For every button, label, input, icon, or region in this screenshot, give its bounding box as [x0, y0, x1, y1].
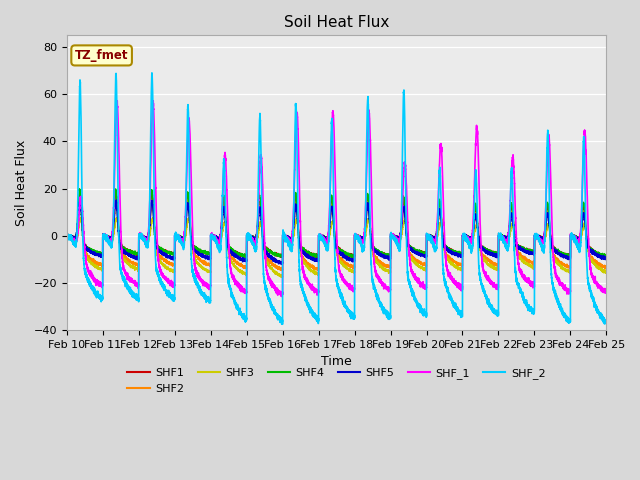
SHF5	[602, 256, 610, 262]
SHF_1	[149, 98, 157, 104]
SHF2	[602, 265, 610, 271]
SHF3	[473, 223, 481, 229]
SHF_2	[246, 237, 254, 243]
SHF4	[246, 233, 254, 239]
SHF1	[573, 235, 581, 240]
SHF_2	[319, 235, 326, 241]
SHF2	[246, 234, 254, 240]
SHF_1	[319, 236, 326, 241]
Line: SHF3: SHF3	[67, 217, 606, 277]
SHF4	[573, 235, 581, 240]
SHF_1	[580, 138, 588, 144]
SHF2	[473, 213, 481, 218]
SHF1	[580, 203, 588, 208]
SHF4	[350, 255, 358, 261]
Legend: SHF1, SHF2, SHF3, SHF4, SHF5, SHF_1, SHF_2: SHF1, SHF2, SHF3, SHF4, SHF5, SHF_1, SHF…	[123, 364, 550, 398]
SHF_2	[602, 320, 610, 325]
SHF4	[602, 254, 610, 260]
Line: SHF1: SHF1	[67, 192, 606, 258]
SHF4	[473, 211, 481, 217]
X-axis label: Time: Time	[321, 355, 352, 369]
SHF5	[580, 211, 588, 216]
SHF1	[148, 190, 156, 195]
SHF5	[112, 197, 120, 203]
SHF2	[63, 234, 70, 240]
SHF_1	[602, 288, 610, 294]
SHF2	[458, 262, 465, 268]
Title: Soil Heat Flux: Soil Heat Flux	[284, 15, 389, 30]
SHF_1	[473, 122, 481, 128]
Line: SHF5: SHF5	[67, 200, 606, 264]
SHF1	[602, 253, 610, 259]
SHF3	[148, 215, 156, 220]
SHF5	[278, 261, 285, 267]
SHF5	[63, 234, 70, 240]
SHF3	[319, 235, 326, 240]
SHF2	[319, 234, 326, 240]
SHF_1	[458, 288, 465, 294]
SHF5	[473, 215, 481, 220]
SHF_2	[63, 233, 70, 239]
SHF_2	[580, 137, 588, 143]
SHF2	[573, 236, 581, 241]
SHF4	[318, 234, 326, 240]
SHF1	[63, 234, 70, 240]
SHF3	[580, 221, 588, 227]
SHF3	[458, 266, 465, 272]
SHF4	[458, 252, 465, 258]
SHF_1	[278, 294, 285, 300]
SHF_1	[573, 239, 581, 245]
SHF2	[278, 268, 286, 274]
SHF3	[278, 275, 286, 280]
SHF3	[246, 234, 254, 240]
SHF4	[580, 201, 588, 207]
SHF_2	[573, 243, 581, 249]
SHF1	[246, 233, 254, 239]
SHF5	[246, 234, 254, 240]
SHF1	[387, 255, 394, 261]
SHF_2	[473, 180, 481, 186]
Line: SHF_2: SHF_2	[67, 73, 606, 324]
SHF2	[77, 196, 84, 202]
SHF_2	[278, 322, 286, 327]
SHF4	[63, 233, 70, 239]
SHF3	[573, 236, 581, 241]
SHF_2	[458, 312, 465, 318]
SHF1	[458, 250, 465, 256]
SHF5	[319, 234, 326, 240]
SHF_1	[246, 235, 254, 241]
SHF_2	[148, 70, 156, 76]
SHF1	[318, 234, 326, 240]
SHF_1	[63, 231, 70, 237]
Y-axis label: Soil Heat Flux: Soil Heat Flux	[15, 140, 28, 226]
Text: TZ_fmet: TZ_fmet	[75, 49, 129, 62]
SHF3	[63, 234, 70, 240]
SHF3	[602, 270, 610, 276]
SHF2	[580, 208, 588, 214]
SHF5	[573, 235, 581, 241]
Line: SHF_1: SHF_1	[67, 101, 606, 297]
SHF5	[458, 253, 465, 259]
SHF1	[473, 209, 481, 215]
SHF4	[112, 186, 120, 192]
Line: SHF2: SHF2	[67, 199, 606, 271]
Line: SHF4: SHF4	[67, 189, 606, 258]
